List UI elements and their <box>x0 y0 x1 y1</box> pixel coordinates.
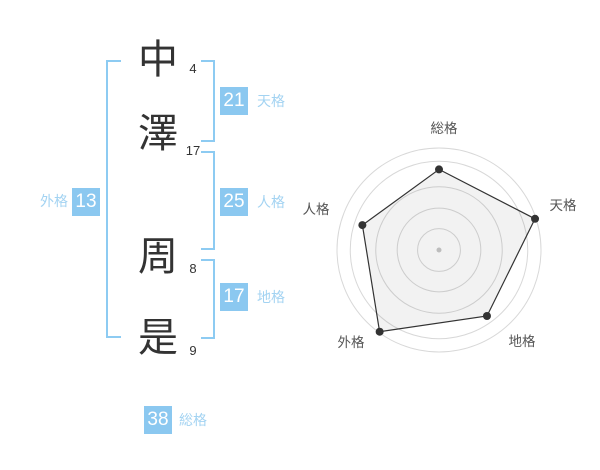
jinkaku-label: 人格 <box>257 194 285 210</box>
gaikaku-label: 外格 <box>40 193 68 209</box>
name-character: 周 <box>138 235 178 279</box>
radar-grid-ring <box>417 228 461 272</box>
radar-vertex-dot <box>531 214 540 223</box>
name-character: 中 <box>138 38 178 82</box>
radar-axis-label: 外格 <box>338 335 365 350</box>
radar-grid-ring <box>349 160 529 340</box>
stroke-count: 17 <box>185 143 201 158</box>
gaikaku-bracket <box>106 60 121 338</box>
radar-axis-label: 地格 <box>509 334 537 349</box>
radar-vertex-dot <box>435 165 443 174</box>
chikaku-label: 地格 <box>257 289 285 305</box>
tenkaku-value-badge: 21 <box>220 87 248 115</box>
soukaku-label: 総格 <box>179 412 207 428</box>
jinkaku-bracket <box>201 151 215 250</box>
radar-vertex-dot <box>482 312 491 321</box>
radar-data-polygon <box>361 168 536 333</box>
radar-grid-ring <box>375 186 503 314</box>
soukaku-value-badge: 38 <box>144 406 172 434</box>
tenkaku-label: 天格 <box>257 93 285 109</box>
stroke-count: 4 <box>189 61 197 76</box>
tenkaku-bracket <box>201 60 215 142</box>
radar-grid-ring <box>396 207 482 293</box>
radar-vertex-dot <box>358 221 367 230</box>
name-stroke-diagram: 中 澤 周 是 4 17 8 9 21 25 17 13 38 天格 人格 地格… <box>40 38 285 434</box>
jinkaku-value-badge: 25 <box>220 188 248 216</box>
gaikaku-value-badge: 13 <box>72 188 100 216</box>
radar-vertex-dot <box>375 327 384 336</box>
radar-axis-label: 天格 <box>550 198 578 213</box>
radar-grid-ring <box>336 147 542 353</box>
stroke-count: 8 <box>189 261 197 276</box>
name-character: 澤 <box>138 112 178 156</box>
stroke-count: 9 <box>189 343 197 358</box>
radar-center-dot <box>436 247 442 253</box>
chikaku-bracket <box>201 259 215 339</box>
radar-axis-label: 総格 <box>431 121 458 136</box>
name-character: 是 <box>138 316 178 360</box>
chikaku-value-badge: 17 <box>220 283 248 311</box>
radar-axis-label: 人格 <box>303 202 330 217</box>
